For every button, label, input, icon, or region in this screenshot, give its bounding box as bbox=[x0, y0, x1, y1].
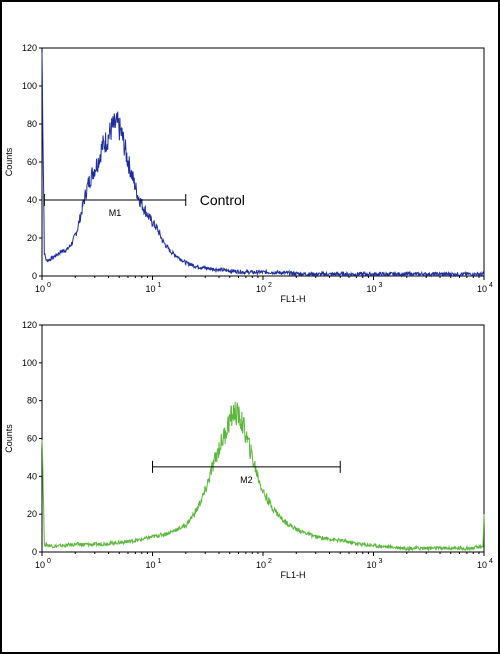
histogram-series-line bbox=[41, 401, 485, 552]
y-tick-label: 40 bbox=[27, 195, 37, 205]
x-tick-exponent: 2 bbox=[268, 558, 272, 565]
gate-label: M2 bbox=[240, 475, 253, 485]
x-tick-label: 10 bbox=[35, 560, 45, 570]
y-tick-label: 0 bbox=[32, 271, 37, 281]
plot-area bbox=[41, 324, 485, 553]
x-tick-label: 10 bbox=[366, 284, 376, 294]
plot-area bbox=[41, 47, 485, 277]
x-tick-label: 10 bbox=[366, 560, 376, 570]
y-tick-label: 80 bbox=[27, 119, 37, 129]
y-tick-label: 100 bbox=[22, 358, 37, 368]
y-axis-label: Counts bbox=[4, 147, 14, 176]
x-axis-label: FL1-H bbox=[280, 294, 305, 304]
y-tick-label: 120 bbox=[22, 43, 37, 53]
y-tick-label: 20 bbox=[27, 233, 37, 243]
y-tick-label: 0 bbox=[32, 547, 37, 557]
y-tick-label: 40 bbox=[27, 471, 37, 481]
x-axis-label: FL1-H bbox=[280, 570, 305, 580]
x-tick-label: 10 bbox=[145, 284, 155, 294]
control-annotation: Control bbox=[200, 192, 245, 208]
y-tick-label: 100 bbox=[22, 81, 37, 91]
x-tick-exponent: 1 bbox=[158, 558, 162, 565]
x-tick-label: 10 bbox=[145, 560, 155, 570]
x-tick-exponent: 3 bbox=[379, 282, 383, 289]
y-tick-label: 20 bbox=[27, 509, 37, 519]
x-tick-label: 10 bbox=[477, 560, 487, 570]
gate-label: M1 bbox=[109, 208, 122, 218]
y-axis-label: Counts bbox=[4, 424, 14, 453]
x-tick-exponent: 2 bbox=[268, 282, 272, 289]
x-tick-exponent: 0 bbox=[47, 282, 51, 289]
x-tick-label: 10 bbox=[256, 560, 266, 570]
x-tick-label: 10 bbox=[477, 284, 487, 294]
y-tick-label: 80 bbox=[27, 396, 37, 406]
y-tick-label: 60 bbox=[27, 157, 37, 167]
y-tick-label: 120 bbox=[22, 320, 37, 330]
x-tick-exponent: 3 bbox=[379, 558, 383, 565]
x-tick-exponent: 1 bbox=[158, 282, 162, 289]
histogram-series-line bbox=[41, 52, 485, 278]
x-tick-exponent: 0 bbox=[47, 558, 51, 565]
x-tick-label: 10 bbox=[256, 284, 266, 294]
x-tick-exponent: 4 bbox=[489, 558, 493, 565]
x-tick-label: 10 bbox=[35, 284, 45, 294]
y-tick-label: 60 bbox=[27, 434, 37, 444]
x-tick-exponent: 4 bbox=[489, 282, 493, 289]
